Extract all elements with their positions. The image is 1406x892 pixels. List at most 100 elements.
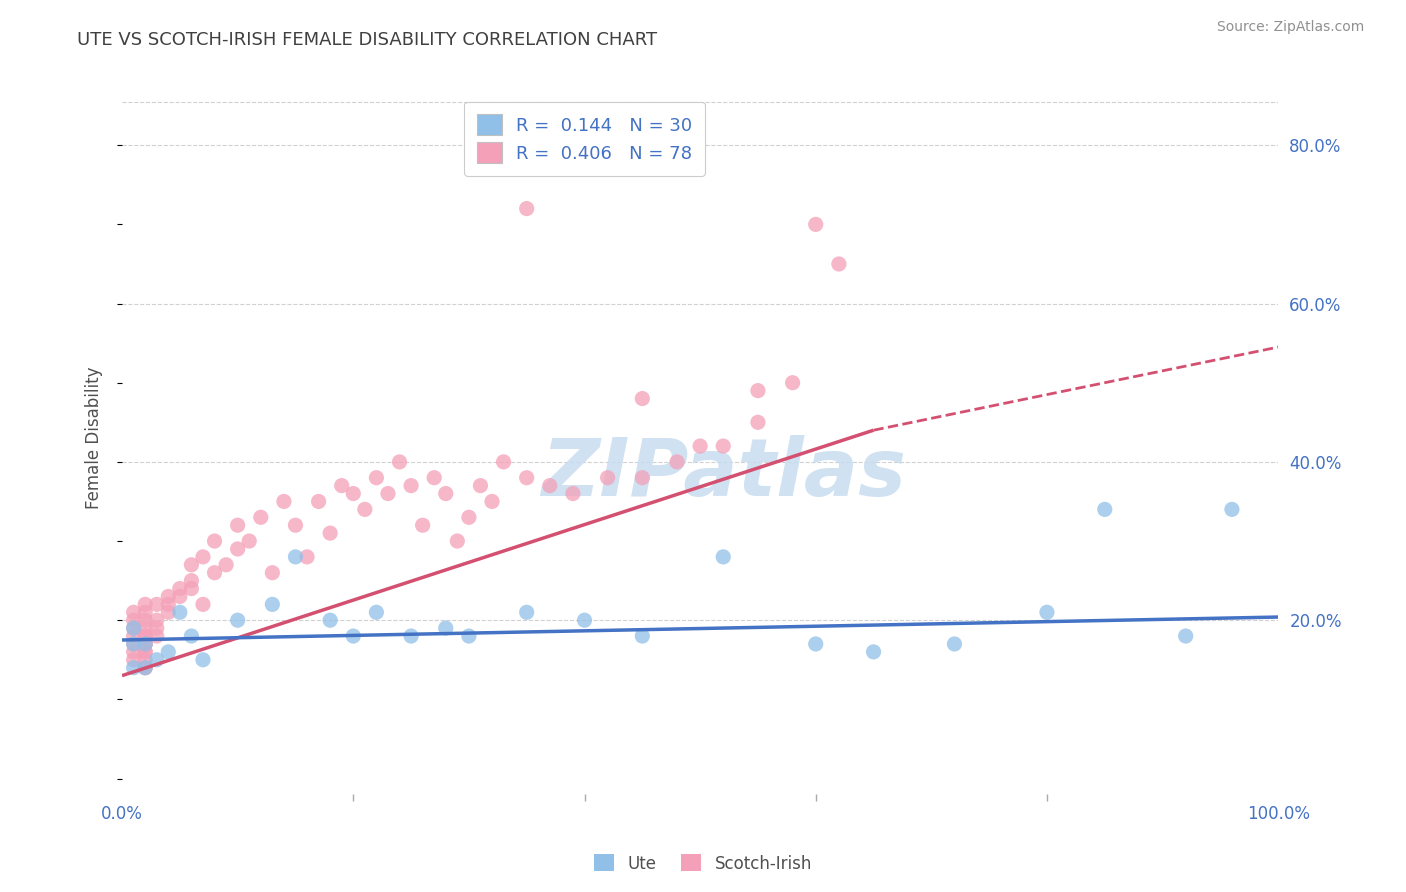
Point [191, 549, 214, 564]
Point [711, 549, 734, 564]
Point [631, 629, 654, 643]
Point [666, 455, 689, 469]
Point [180, 558, 202, 572]
Point [122, 637, 145, 651]
Point [122, 637, 145, 651]
Point [470, 478, 492, 492]
Point [747, 415, 769, 429]
Point [157, 590, 180, 604]
Point [1094, 502, 1116, 516]
Point [134, 598, 156, 612]
Point [122, 605, 145, 619]
Point [273, 494, 295, 508]
Point [204, 534, 226, 549]
Point [122, 613, 145, 627]
Point [516, 471, 538, 485]
Point [353, 502, 375, 516]
Point [134, 637, 156, 651]
Point [169, 582, 191, 596]
Point [366, 605, 388, 619]
Point [191, 653, 214, 667]
Point [215, 558, 238, 572]
Point [1174, 629, 1197, 643]
Point [284, 549, 307, 564]
Point [342, 486, 364, 500]
Point [262, 598, 284, 612]
Point [134, 661, 156, 675]
Point [134, 629, 156, 643]
Point [145, 621, 167, 635]
Point [226, 613, 249, 627]
Point [134, 661, 156, 675]
Point [191, 598, 214, 612]
Point [388, 455, 411, 469]
Point [399, 629, 422, 643]
Point [804, 218, 827, 232]
Point [134, 645, 156, 659]
Point [804, 637, 827, 651]
Point [446, 534, 468, 549]
Point [596, 471, 619, 485]
Point [747, 384, 769, 398]
Point [1036, 605, 1059, 619]
Text: UTE VS SCOTCH-IRISH FEMALE DISABILITY CORRELATION CHART: UTE VS SCOTCH-IRISH FEMALE DISABILITY CO… [77, 31, 658, 49]
Point [249, 510, 271, 524]
Point [134, 605, 156, 619]
Point [342, 629, 364, 643]
Point [308, 494, 330, 508]
Point [157, 645, 180, 659]
Point [145, 598, 167, 612]
Point [145, 653, 167, 667]
Point [516, 202, 538, 216]
Point [238, 534, 260, 549]
Point [122, 621, 145, 635]
Point [1220, 502, 1243, 516]
Point [180, 574, 202, 588]
Point [689, 439, 711, 453]
Point [319, 526, 342, 541]
Point [366, 471, 388, 485]
Point [481, 494, 503, 508]
Point [134, 629, 156, 643]
Point [561, 486, 583, 500]
Point [295, 549, 318, 564]
Point [134, 613, 156, 627]
Point [574, 613, 596, 627]
Point [631, 392, 654, 406]
Point [134, 621, 156, 635]
Point [134, 637, 156, 651]
Legend: R =  0.144   N = 30, R =  0.406   N = 78: R = 0.144 N = 30, R = 0.406 N = 78 [464, 102, 704, 176]
Point [134, 645, 156, 659]
Point [262, 566, 284, 580]
Point [377, 486, 399, 500]
Point [122, 629, 145, 643]
Text: Source: ZipAtlas.com: Source: ZipAtlas.com [1216, 20, 1364, 34]
Point [412, 518, 434, 533]
Y-axis label: Female Disability: Female Disability [86, 367, 103, 509]
Point [943, 637, 966, 651]
Point [399, 478, 422, 492]
Point [180, 629, 202, 643]
Point [457, 629, 479, 643]
Point [157, 605, 180, 619]
Point [226, 541, 249, 556]
Point [226, 518, 249, 533]
Point [145, 613, 167, 627]
Point [122, 653, 145, 667]
Point [423, 471, 446, 485]
Point [122, 661, 145, 675]
Point [434, 486, 457, 500]
Point [516, 605, 538, 619]
Text: ZIPatlas: ZIPatlas [541, 434, 905, 513]
Point [319, 613, 342, 627]
Point [782, 376, 804, 390]
Point [169, 605, 191, 619]
Point [538, 478, 561, 492]
Point [134, 637, 156, 651]
Point [862, 645, 884, 659]
Point [828, 257, 851, 271]
Point [145, 629, 167, 643]
Point [330, 478, 353, 492]
Point [180, 582, 202, 596]
Point [457, 510, 479, 524]
